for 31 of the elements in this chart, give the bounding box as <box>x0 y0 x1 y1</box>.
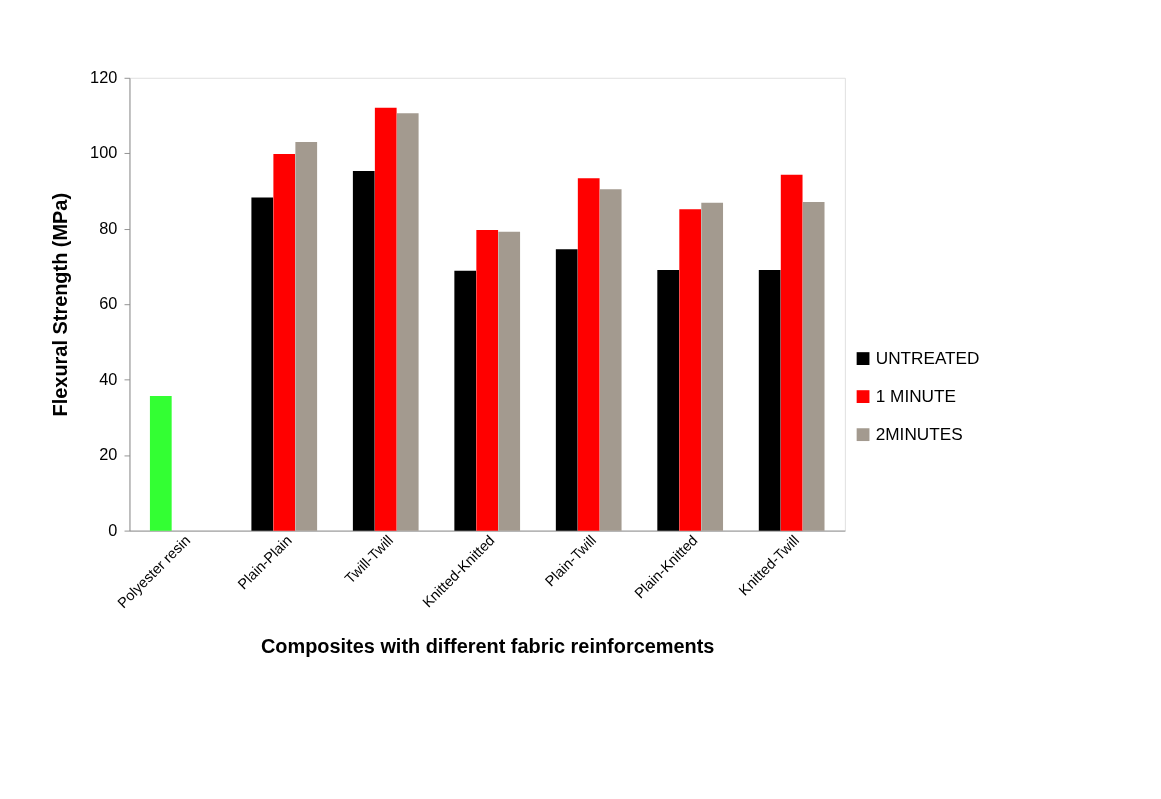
bar <box>251 197 274 531</box>
legend-label: 2MINUTES <box>875 424 963 445</box>
y-tick-label: 80 <box>99 218 118 237</box>
bar <box>454 270 477 531</box>
bar <box>295 141 318 531</box>
bar <box>679 209 702 531</box>
bar <box>758 269 781 531</box>
bar <box>149 395 172 531</box>
bar <box>374 107 397 531</box>
y-axis-title: Flexural Strength (MPa) <box>49 192 72 417</box>
bar <box>657 269 680 531</box>
y-tick-label: 40 <box>99 369 118 388</box>
legend-label: UNTREATED <box>875 348 980 369</box>
y-tick-label: 100 <box>90 143 118 162</box>
y-tick-label: 0 <box>108 520 118 539</box>
legend-label: 1 MINUTE <box>875 386 956 407</box>
bar <box>476 229 499 531</box>
bar <box>396 113 419 531</box>
bar <box>555 249 578 531</box>
bar <box>780 174 803 531</box>
bar <box>599 189 622 531</box>
y-tick-label: 120 <box>90 67 118 86</box>
bar <box>352 171 375 531</box>
bar <box>498 231 521 531</box>
y-tick-label: 20 <box>99 445 118 464</box>
x-axis-title: Composites with different fabric reinforcements <box>260 635 715 658</box>
bar <box>701 202 724 531</box>
bar <box>802 201 825 531</box>
bar <box>577 178 600 531</box>
bar <box>273 154 296 531</box>
y-tick-label: 60 <box>99 294 118 313</box>
